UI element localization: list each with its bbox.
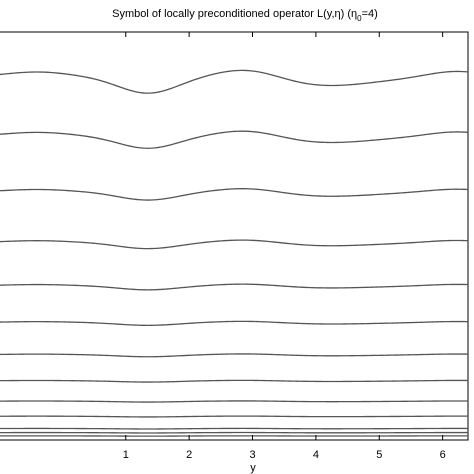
x-tick-label: 6 — [440, 449, 446, 461]
series-line — [0, 400, 469, 403]
series-line — [0, 320, 469, 326]
x-tick-label: 2 — [186, 449, 192, 461]
series-line — [0, 283, 469, 291]
x-tick-label: 5 — [376, 449, 382, 461]
series-line — [0, 427, 468, 430]
x-axis-label: y — [250, 462, 256, 474]
x-tick-label: 4 — [313, 449, 319, 461]
series-line — [0, 239, 469, 250]
series-line — [0, 379, 469, 383]
series-curves — [0, 69, 469, 437]
series-line — [0, 188, 469, 201]
x-tick-label: 3 — [249, 449, 255, 461]
x-tick-label: 1 — [123, 449, 129, 461]
plot-area: 1 2 3 4 5 6 — [0, 31, 469, 461]
chart-title: Symbol of locally preconditioned operato… — [112, 8, 378, 23]
series-line — [0, 69, 469, 94]
axes-frame — [0, 31, 469, 441]
series-line — [0, 353, 469, 358]
series-line — [0, 130, 469, 149]
x-ticks: 1 2 3 4 5 6 — [123, 32, 446, 461]
series-line — [0, 415, 469, 418]
